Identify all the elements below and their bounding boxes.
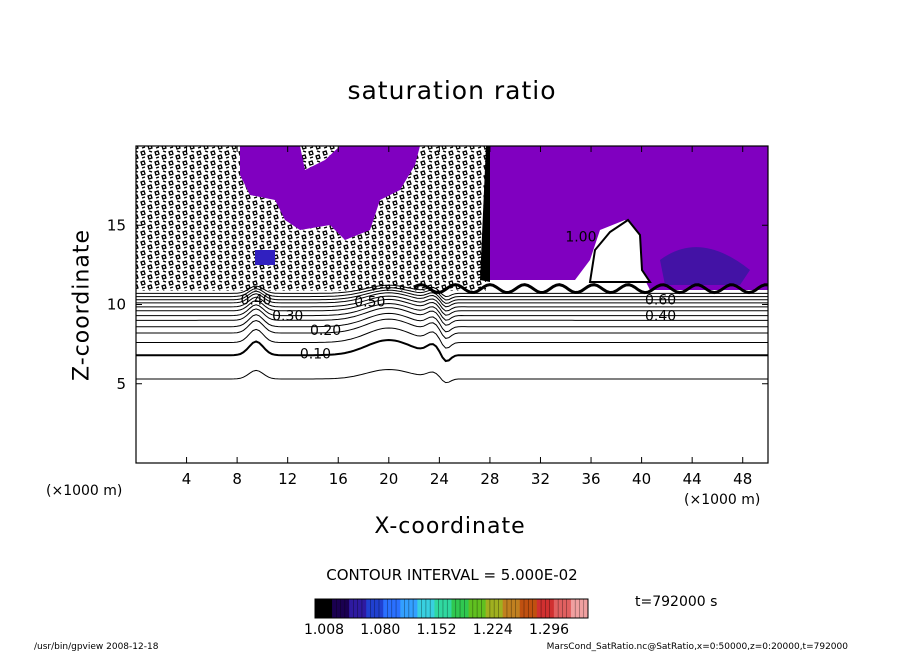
contour-label: 0.10 xyxy=(300,347,331,363)
contour-line xyxy=(136,298,768,316)
plot-area xyxy=(136,146,768,384)
contour-line xyxy=(136,295,768,312)
x-tick-label: 20 xyxy=(379,470,398,488)
contour-line xyxy=(136,287,768,301)
colorbar-frame xyxy=(314,598,589,619)
contour-line xyxy=(136,338,768,363)
colorbar-tick-label: 1.296 xyxy=(529,622,569,638)
x-tick-label: 12 xyxy=(278,470,297,488)
x-tick-label: 36 xyxy=(581,470,600,488)
y-axis-unit: (×1000 m) xyxy=(46,483,123,499)
contour-label: 0.40 xyxy=(240,293,271,309)
y-tick-label: 5 xyxy=(116,375,126,393)
contour-interval: CONTOUR INTERVAL = 5.000E-02 xyxy=(326,566,578,584)
contour-line xyxy=(136,312,768,333)
contour-label: 0.60 xyxy=(645,293,676,309)
contour-label: 0.20 xyxy=(310,323,341,339)
y-axis-label: Z-coordinate xyxy=(69,229,95,381)
y-tick-label: 10 xyxy=(107,296,126,314)
contour-line xyxy=(136,302,768,321)
chart-title: saturation ratio xyxy=(347,76,557,105)
x-tick-label: 4 xyxy=(182,470,192,488)
saturated-core xyxy=(255,250,275,265)
footer-right: MarsCond_SatRatio.nc@SatRatio,x=0:50000,… xyxy=(546,642,848,652)
contour-line xyxy=(136,327,768,349)
x-axis-label: X-coordinate xyxy=(374,514,526,539)
time-label: t=792000 s xyxy=(635,594,718,610)
x-tick-label: 48 xyxy=(733,470,752,488)
saturated-region xyxy=(240,146,420,240)
x-tick-label: 28 xyxy=(480,470,499,488)
contour-line xyxy=(136,368,768,384)
x-axis-unit: (×1000 m) xyxy=(684,492,761,508)
colorbar-tick-label: 1.080 xyxy=(360,622,400,638)
footer-left: /usr/bin/gpview 2008-12-18 xyxy=(34,642,159,652)
contour-line xyxy=(136,318,768,339)
contour-line xyxy=(136,284,768,298)
contour-line xyxy=(136,289,768,304)
y-tick-label: 15 xyxy=(107,216,126,234)
colorbar-tick-label: 1.008 xyxy=(304,622,344,638)
contour-label: 0.50 xyxy=(354,294,385,310)
x-tick-label: 8 xyxy=(232,470,242,488)
contour-line xyxy=(413,283,768,295)
contour-label: 0.30 xyxy=(272,309,303,325)
contour-line xyxy=(136,292,768,308)
colorbar-tick-label: 1.224 xyxy=(473,622,513,638)
contour-label: 0.40 xyxy=(645,309,676,325)
x-tick-label: 32 xyxy=(531,470,550,488)
x-tick-label: 40 xyxy=(632,470,651,488)
colorbar-tick-label: 1.152 xyxy=(416,622,456,638)
saturated-core xyxy=(660,247,750,285)
x-tick-label: 24 xyxy=(430,470,449,488)
contour-line xyxy=(136,307,768,326)
unsaturated-bubble xyxy=(588,218,652,283)
x-tick-label: 44 xyxy=(683,470,702,488)
contour-label: 1.00 xyxy=(565,229,596,245)
x-tick-label: 16 xyxy=(329,470,348,488)
